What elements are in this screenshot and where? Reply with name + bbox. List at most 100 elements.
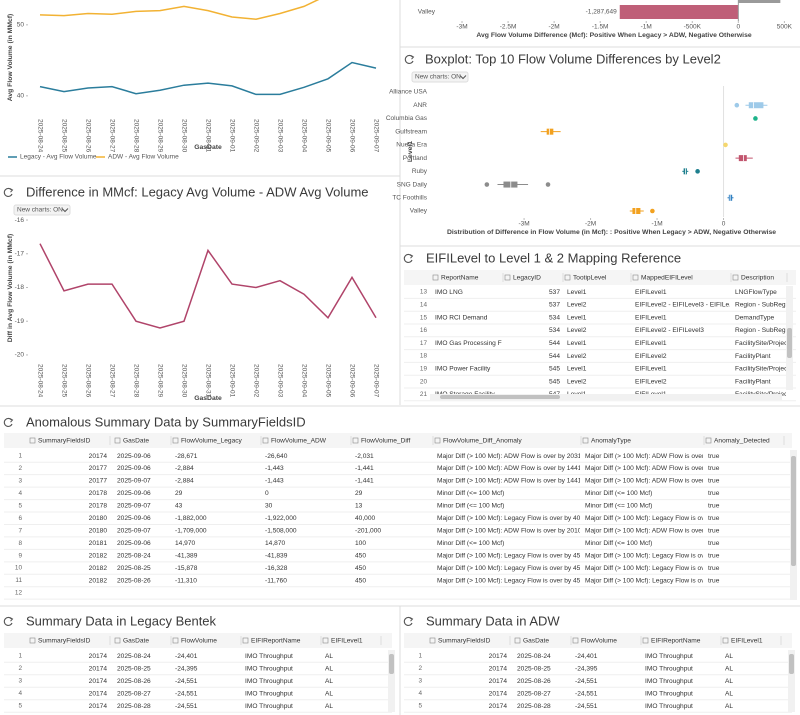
table-cell: -24,401 [575,653,598,660]
table-cell: AL [325,690,333,697]
table-cell: 545 [549,378,560,385]
scrollbar-thumb[interactable] [389,654,394,674]
table-cell: true [708,478,720,485]
table-cell: true [708,515,720,522]
column-header: AnomalyType [591,437,631,444]
column-header: GasDate [123,637,149,644]
table-cell: 20180 [89,527,108,534]
column-icon [572,637,579,644]
table-title: EIFILevel to Level 1 & 2 Mapping Referen… [426,250,681,265]
table-cell: -24,551 [575,678,598,685]
table-cell: AL [325,678,333,685]
table-cell: -1,882,000 [175,515,207,522]
table-cell: -2,884 [175,478,194,485]
x-tick-label: -2.5M [500,24,517,31]
table-header [4,633,392,648]
table-cell: Major Diff (> 100 Mcf): Legacy Flow is o… [437,577,590,584]
column-icon [434,437,441,444]
row-number: 4 [18,690,22,697]
refresh-icon [403,253,413,263]
column-header: FlowVolume [181,637,217,644]
scrollbar-thumb[interactable] [440,395,560,399]
table-cell: FacilityPlant [735,378,771,385]
y-axis-label: Diff in Avg Flow Volume (in MMcf) [7,234,14,343]
table-cell: -26,640 [265,453,288,460]
table-cell: 450 [355,552,366,559]
box-body [748,102,764,109]
table-cell: 20182 [89,552,108,559]
line-series [39,0,320,20]
table-cell: 20182 [89,565,108,572]
table-cell: 20174 [489,665,508,672]
table-cell: 2025-08-24 [517,653,551,660]
refresh-icon [403,616,413,626]
x-tick-label: -1.5M [592,24,609,31]
table-cell: IMO Throughput [245,653,293,660]
y-tick-label: Nueva Era [396,142,427,149]
bar-above-cropped [738,0,781,3]
x-axis-label: Avg Flow Volume Difference (Mcf): Positi… [476,32,751,39]
column-icon [632,274,639,281]
table-cell: 20178 [89,490,108,497]
table-cell: AL [725,690,733,697]
scrollbar-track[interactable] [388,650,395,712]
refresh-icon [3,616,13,626]
table-cell: -41,389 [175,552,198,559]
scrollbar-track[interactable] [430,394,782,400]
x-tick-label: 2025-08-26 [84,364,91,398]
table-cell: Major Diff (> 100 Mcf): ADW Flow is over [585,478,705,485]
scrollbar-thumb[interactable] [791,456,796,566]
x-tick-label: 2025-08-27 [108,119,115,153]
table-cell: 30 [265,503,273,510]
table-cell: DemandType [735,314,775,321]
table-cell: IMO Throughput [245,678,293,685]
table-cell: -24,551 [175,690,198,697]
y-tick-label: -16 [15,217,25,224]
table-cell: EIFILevel1 [635,289,667,296]
table-cell: IMO RCI Demand [435,314,488,321]
table-cell: 20181 [89,540,108,547]
table-cell: 20174 [89,690,108,697]
x-tick-label: -3M [518,221,529,228]
y-tick-label: Ruby [412,168,428,175]
row-number: 5 [18,703,22,710]
row-number: 4 [18,490,22,497]
table-cell: 2025-08-25 [117,565,151,572]
table-cell: IMO Throughput [645,665,693,672]
x-tick-label: -2M [585,221,596,228]
row-number: 3 [18,478,22,485]
table-cell: 2025-08-26 [517,678,551,685]
x-tick-label: 2025-09-06 [348,364,355,398]
table-cell: 534 [549,314,560,321]
column-header: EIFILevel1 [731,637,763,644]
x-tick-label: 0 [722,221,726,228]
y-axis-label: Avg Flow Volume (in MMcf) [7,14,14,102]
chart-title: Difference in MMcf: Legacy Avg Volume - … [26,184,369,199]
x-tick-label: 2025-09-02 [252,119,259,153]
scrollbar-track[interactable] [788,650,795,712]
table-cell: 534 [549,327,560,334]
table-cell: -1,441 [355,478,374,485]
x-tick-label: 2025-09-01 [228,364,235,398]
toggle-button[interactable] [13,204,71,216]
scrollbar-thumb[interactable] [787,328,792,358]
table-cell: 20174 [89,665,108,672]
column-header: FlowVolume_Diff [361,437,411,444]
table-cell: 29 [355,490,363,497]
scrollbar-thumb[interactable] [789,654,794,674]
table-cell: -41,839 [265,552,288,559]
table-cell: -24,551 [175,703,198,710]
line-series [39,61,377,96]
table-cell: 450 [355,577,366,584]
column-icon [732,274,739,281]
x-tick-label: 2025-08-28 [132,119,139,153]
column-icon [114,437,121,444]
table-cell: AL [725,653,733,660]
refresh-icon [9,188,14,193]
table-cell: 2025-08-28 [517,703,551,710]
table-cell: IMO Throughput [245,703,293,710]
x-tick-label: 2025-08-24 [36,364,43,398]
column-icon [114,637,121,644]
toggle-button[interactable] [411,71,469,83]
column-header: Description [741,274,774,281]
